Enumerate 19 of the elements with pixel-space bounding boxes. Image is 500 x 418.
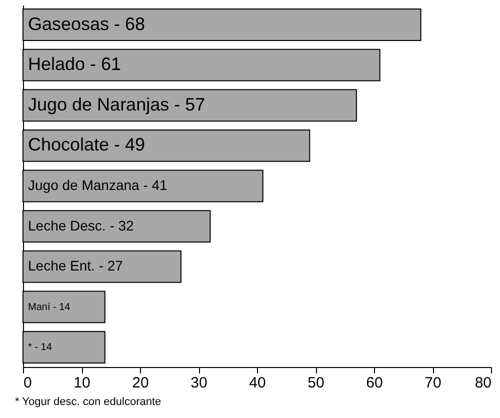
y-tick-label: Leche Ent. - 27 — [28, 258, 124, 274]
x-tick-label: 50 — [308, 374, 324, 392]
x-tick-label: 70 — [424, 374, 442, 392]
y-tick-label: Helado - 61 — [28, 54, 122, 74]
x-tick-label: 60 — [366, 374, 383, 392]
y-tick-label: * - 14 — [28, 342, 52, 354]
y-tick-label: Maní - 14 — [28, 302, 71, 313]
y-tick-label: Chocolate - 49 — [28, 134, 146, 155]
x-tick-label: 20 — [132, 374, 149, 392]
x-tick-label: 0 — [24, 374, 32, 392]
x-tick-label: 30 — [190, 374, 208, 392]
y-tick-label: Leche Desc. - 32 — [28, 217, 134, 234]
text: * Yogur desc. con edulcorante — [15, 396, 162, 408]
x-tick-label: 10 — [74, 374, 90, 392]
x-tick-label: 80 — [474, 374, 492, 392]
x-tick-label: 40 — [249, 374, 266, 392]
y-tick-label: Jugo de Manzana - 41 — [28, 177, 168, 193]
y-tick-label: Jugo de Naranjas - 57 — [28, 94, 206, 114]
y-tick-label: Gaseosas - 68 — [28, 14, 146, 34]
